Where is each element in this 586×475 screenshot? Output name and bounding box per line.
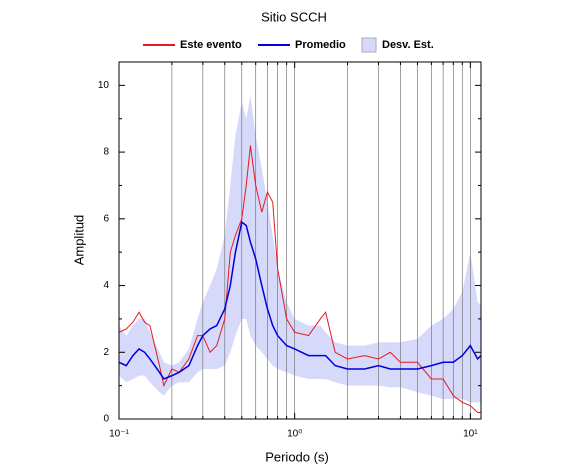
legend-label: Promedio <box>295 39 346 51</box>
chart-title: Sitio SCCH <box>261 9 327 24</box>
plot-frame <box>118 61 482 420</box>
y-axis-label: Amplitud <box>71 215 86 266</box>
series-line <box>118 145 481 413</box>
y-tick-label: 2 <box>103 347 109 358</box>
legend-label: Desv. Est. <box>382 39 434 51</box>
y-tick-label: 4 <box>103 280 109 291</box>
legend-label: Este evento <box>180 39 242 51</box>
x-tick-label: 10⁰ <box>287 429 302 440</box>
y-tick-label: 10 <box>98 80 110 91</box>
std-band <box>119 95 481 403</box>
y-tick-label: 8 <box>103 147 109 158</box>
legend-swatch <box>361 37 377 53</box>
x-axis-label: Periodo (s) <box>265 449 329 464</box>
x-tick-label: 10¹ <box>463 429 478 440</box>
y-tick-label: 6 <box>103 213 109 224</box>
y-tick-label: 0 <box>103 414 109 425</box>
series-line <box>118 220 482 380</box>
x-tick-label: 10⁻¹ <box>109 429 129 440</box>
